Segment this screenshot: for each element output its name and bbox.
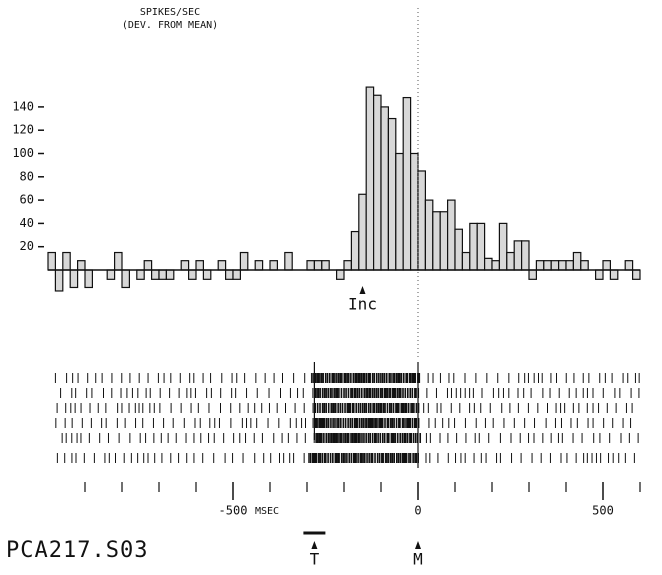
bar xyxy=(365,86,375,271)
bar xyxy=(254,260,264,271)
annotation-label: M xyxy=(413,550,423,569)
bar xyxy=(151,269,160,280)
y-tick-label: 20 xyxy=(20,239,34,253)
bar xyxy=(609,269,619,280)
bar xyxy=(306,260,316,271)
bar xyxy=(557,260,567,271)
bar xyxy=(380,106,390,271)
bar xyxy=(180,260,190,271)
x-tick-label: -500 xyxy=(219,504,248,518)
chart-subtitle: (DEV. FROM MEAN) xyxy=(122,20,218,31)
bar xyxy=(461,251,471,271)
bar xyxy=(498,222,508,271)
bar xyxy=(484,257,493,271)
bar xyxy=(424,199,434,271)
y-tick-label: 40 xyxy=(20,216,34,230)
chart-title: SPIKES/SEC xyxy=(140,7,200,18)
bar xyxy=(631,269,641,280)
bar xyxy=(350,230,360,271)
y-tick-label: 80 xyxy=(20,169,34,183)
bar xyxy=(284,251,293,271)
y-tick-label: 120 xyxy=(12,123,34,137)
bar xyxy=(217,260,227,271)
bar xyxy=(188,269,197,280)
bar xyxy=(54,269,64,292)
bar xyxy=(239,251,249,271)
bar xyxy=(143,260,153,271)
bar xyxy=(113,251,123,271)
bar xyxy=(373,94,382,271)
bar xyxy=(358,193,367,271)
annotation-label: T xyxy=(310,550,320,569)
bar xyxy=(136,269,145,280)
bar xyxy=(513,240,523,271)
bar xyxy=(47,251,57,271)
bar xyxy=(158,269,168,280)
bar xyxy=(602,260,612,271)
bar xyxy=(402,96,412,271)
bar xyxy=(106,269,116,280)
bar xyxy=(594,269,604,280)
bar xyxy=(417,170,427,271)
id-label: PCA217.S03 xyxy=(6,538,148,563)
bar xyxy=(395,152,404,271)
bar xyxy=(565,260,575,271)
bar xyxy=(543,260,552,271)
bar xyxy=(336,269,345,280)
bar xyxy=(165,269,175,280)
bar xyxy=(580,260,589,271)
annotation-arrow xyxy=(311,541,318,549)
bar xyxy=(491,260,501,271)
bar xyxy=(195,260,205,271)
x-tick-label: 500 xyxy=(592,504,614,518)
bar xyxy=(439,211,449,271)
bar xyxy=(202,269,212,280)
y-tick-label: 140 xyxy=(12,99,34,113)
bar xyxy=(506,251,515,271)
bar xyxy=(432,211,441,271)
bar xyxy=(69,269,79,289)
x-axis-label: MSEC xyxy=(255,506,279,517)
bar xyxy=(62,251,71,271)
bar xyxy=(232,269,242,280)
bar xyxy=(469,222,478,271)
bar xyxy=(387,117,397,271)
bar xyxy=(225,269,234,280)
y-tick-label: 100 xyxy=(12,146,34,160)
bar xyxy=(572,251,582,271)
y-tick-label: 60 xyxy=(20,193,34,207)
bar xyxy=(321,260,330,271)
bar xyxy=(447,199,456,271)
bar xyxy=(121,269,131,289)
bar xyxy=(535,260,545,271)
bar xyxy=(624,260,634,271)
bar xyxy=(269,260,279,271)
x-tick-label: 0 xyxy=(414,504,421,518)
bar xyxy=(520,240,530,271)
bar xyxy=(343,260,353,271)
annotation-arrow xyxy=(359,286,366,294)
bar xyxy=(528,269,538,280)
bar xyxy=(84,269,94,289)
annotation-label: Inc xyxy=(348,295,377,314)
bar xyxy=(76,260,86,271)
bar xyxy=(313,260,323,271)
bar xyxy=(410,152,419,271)
bar xyxy=(454,228,464,271)
bar xyxy=(476,222,486,271)
annotation-arrow xyxy=(415,541,421,549)
bar xyxy=(550,260,560,271)
